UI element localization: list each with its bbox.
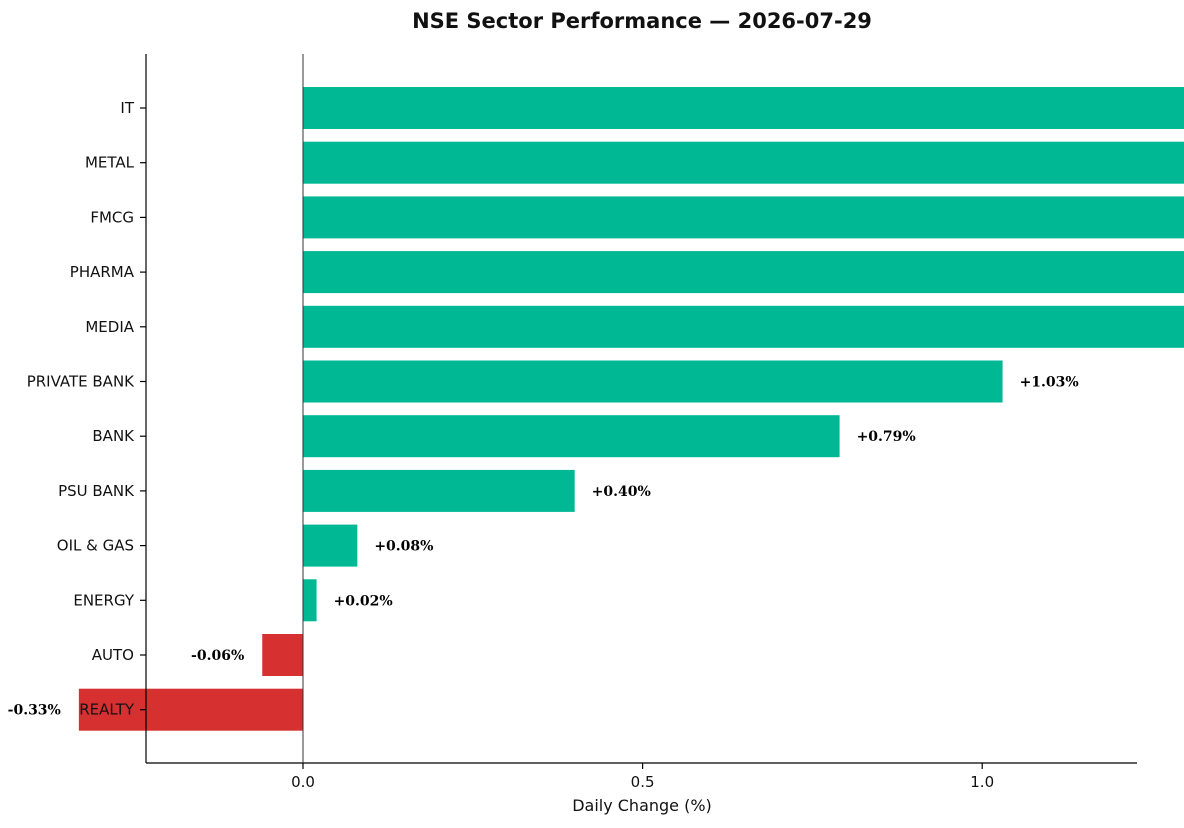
y-tick-label: PHARMA xyxy=(70,263,135,281)
ticks-layer xyxy=(140,54,983,769)
y-tick-label: AUTO xyxy=(92,646,134,664)
bar-auto xyxy=(262,634,303,676)
y-tick-label: PSU BANK xyxy=(58,482,135,500)
y-tick-label: ENERGY xyxy=(73,591,134,609)
axes-layer xyxy=(145,54,1137,764)
bar-energy xyxy=(303,579,317,622)
bar-fmcg xyxy=(303,196,1184,239)
bar-oil-gas xyxy=(303,524,358,567)
y-tick-label: REALTY xyxy=(79,701,135,719)
y-tick-label: BANK xyxy=(92,427,135,445)
y-tick-label: OIL & GAS xyxy=(57,537,134,555)
data-label: +1.03% xyxy=(1020,375,1079,391)
y-tick-label: FMCG xyxy=(90,208,134,226)
y-tick-label: MEDIA xyxy=(85,318,134,336)
y-tick-label: PRIVATE BANK xyxy=(27,373,135,391)
chart-title: NSE Sector Performance — 2026-07-29 xyxy=(412,9,872,33)
x-tick-label: 1.0 xyxy=(970,773,994,791)
bar-bank xyxy=(303,415,840,458)
bar-psu-bank xyxy=(303,469,575,512)
labels-layer: IT+2.32%METAL+2.31%FMCG+1.66%PHARMA+1.44… xyxy=(8,99,1079,791)
x-tick-label: 0.0 xyxy=(291,773,315,791)
data-label: +0.02% xyxy=(334,593,393,609)
y-tick-label: IT xyxy=(120,99,134,117)
bars-layer xyxy=(78,87,1184,731)
bar-it xyxy=(303,87,1184,129)
bar-media xyxy=(303,305,1184,348)
data-label: +0.08% xyxy=(374,539,433,555)
data-label: -0.33% xyxy=(8,703,61,719)
data-label: -0.06% xyxy=(191,648,244,664)
bar-pharma xyxy=(303,251,1184,294)
y-tick-label: METAL xyxy=(85,154,135,172)
bar-metal xyxy=(303,141,1184,184)
data-label: +0.79% xyxy=(857,429,916,445)
x-tick-label: 0.5 xyxy=(631,773,655,791)
bar-private-bank xyxy=(303,360,1003,403)
data-label: +0.40% xyxy=(592,484,651,500)
bar-realty xyxy=(78,688,303,731)
x-axis-label: Daily Change (%) xyxy=(572,796,712,815)
